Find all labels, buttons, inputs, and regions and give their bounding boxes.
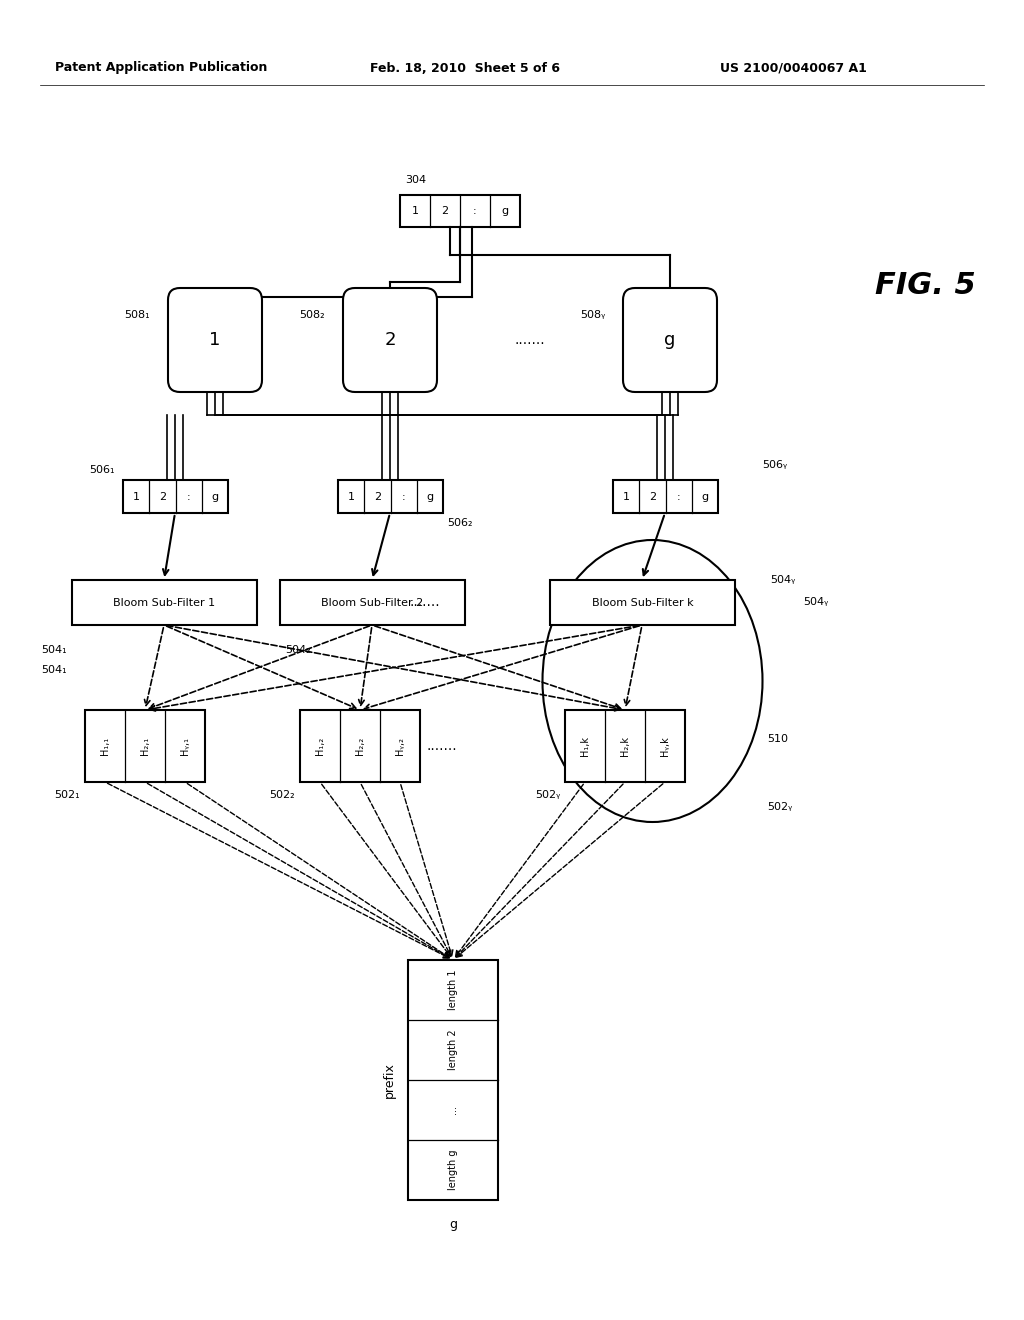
Text: g: g — [211, 491, 218, 502]
Text: 510: 510 — [768, 734, 788, 743]
Text: :: : — [473, 206, 477, 216]
Text: Bloom Sub-Filter 2: Bloom Sub-Filter 2 — [322, 598, 424, 607]
Text: ...: ... — [449, 1106, 458, 1114]
Bar — [613, 480, 718, 513]
Text: 508ᵧ: 508ᵧ — [580, 310, 605, 319]
Bar — [123, 480, 228, 513]
Text: :: : — [186, 491, 190, 502]
Text: 1: 1 — [623, 491, 630, 502]
Text: 1: 1 — [209, 331, 221, 348]
Bar — [85, 710, 205, 781]
Text: H₂,₂: H₂,₂ — [355, 737, 365, 755]
Text: prefix: prefix — [383, 1063, 396, 1098]
Text: 502₁: 502₁ — [54, 789, 80, 800]
Text: 2: 2 — [159, 491, 166, 502]
Bar — [72, 579, 257, 624]
Text: .......: ....... — [410, 595, 440, 610]
Text: 502₂: 502₂ — [269, 789, 295, 800]
Text: .......: ....... — [427, 739, 458, 752]
FancyBboxPatch shape — [168, 288, 262, 392]
Text: 504ᵧ: 504ᵧ — [803, 598, 828, 607]
Bar — [400, 195, 520, 227]
Text: H₁,k: H₁,k — [580, 737, 590, 756]
Text: 504₁: 504₁ — [41, 645, 67, 655]
Text: Bloom Sub-Filter k: Bloom Sub-Filter k — [592, 598, 693, 607]
Text: 2: 2 — [374, 491, 381, 502]
Text: FIG. 5: FIG. 5 — [874, 271, 976, 300]
Text: 502ᵧ: 502ᵧ — [768, 803, 793, 812]
Text: length 2: length 2 — [449, 1030, 458, 1071]
Text: 504ᵧ: 504ᵧ — [770, 576, 795, 585]
Text: length g: length g — [449, 1150, 458, 1191]
Text: g: g — [665, 331, 676, 348]
Text: 508₁: 508₁ — [124, 310, 150, 319]
Text: :: : — [677, 491, 680, 502]
Text: 1: 1 — [412, 206, 419, 216]
FancyBboxPatch shape — [343, 288, 437, 392]
Bar — [408, 960, 498, 1200]
Text: :: : — [401, 491, 406, 502]
Text: 1: 1 — [133, 491, 139, 502]
Text: H₁,₂: H₁,₂ — [315, 737, 325, 755]
Text: 2: 2 — [441, 206, 449, 216]
Text: Hᵧ,₁: Hᵧ,₁ — [180, 737, 190, 755]
Text: Patent Application Publication: Patent Application Publication — [55, 62, 267, 74]
Text: 304: 304 — [406, 176, 426, 185]
Text: 504₁: 504₁ — [41, 665, 67, 675]
Text: Hᵧ,k: Hᵧ,k — [660, 737, 670, 756]
Text: US 2100/0040067 A1: US 2100/0040067 A1 — [720, 62, 867, 74]
Text: g: g — [701, 491, 709, 502]
Text: 2: 2 — [649, 491, 656, 502]
Text: .......: ....... — [515, 333, 546, 347]
Bar — [280, 579, 465, 624]
Text: length 1: length 1 — [449, 970, 458, 1010]
Bar — [300, 710, 420, 781]
Text: 2: 2 — [384, 331, 395, 348]
Text: 502ᵧ: 502ᵧ — [535, 789, 560, 800]
Text: 506₁: 506₁ — [89, 465, 115, 475]
Text: H₂,k: H₂,k — [620, 737, 630, 756]
Text: g: g — [426, 491, 433, 502]
Text: Hᵧ,₂: Hᵧ,₂ — [395, 737, 406, 755]
Text: g: g — [449, 1218, 457, 1232]
Text: 506ᵧ: 506ᵧ — [762, 459, 787, 470]
Text: H₁,₁: H₁,₁ — [100, 737, 110, 755]
Bar — [338, 480, 443, 513]
Text: H₂,₁: H₂,₁ — [140, 737, 150, 755]
Bar — [550, 579, 735, 624]
Text: Bloom Sub-Filter 1: Bloom Sub-Filter 1 — [114, 598, 216, 607]
FancyBboxPatch shape — [623, 288, 717, 392]
Text: Feb. 18, 2010  Sheet 5 of 6: Feb. 18, 2010 Sheet 5 of 6 — [370, 62, 560, 74]
Text: 1: 1 — [347, 491, 354, 502]
Text: 504₂: 504₂ — [285, 645, 310, 655]
Bar — [565, 710, 685, 781]
Text: 506₂: 506₂ — [447, 517, 472, 528]
Text: 508₂: 508₂ — [299, 310, 325, 319]
Text: g: g — [502, 206, 509, 216]
